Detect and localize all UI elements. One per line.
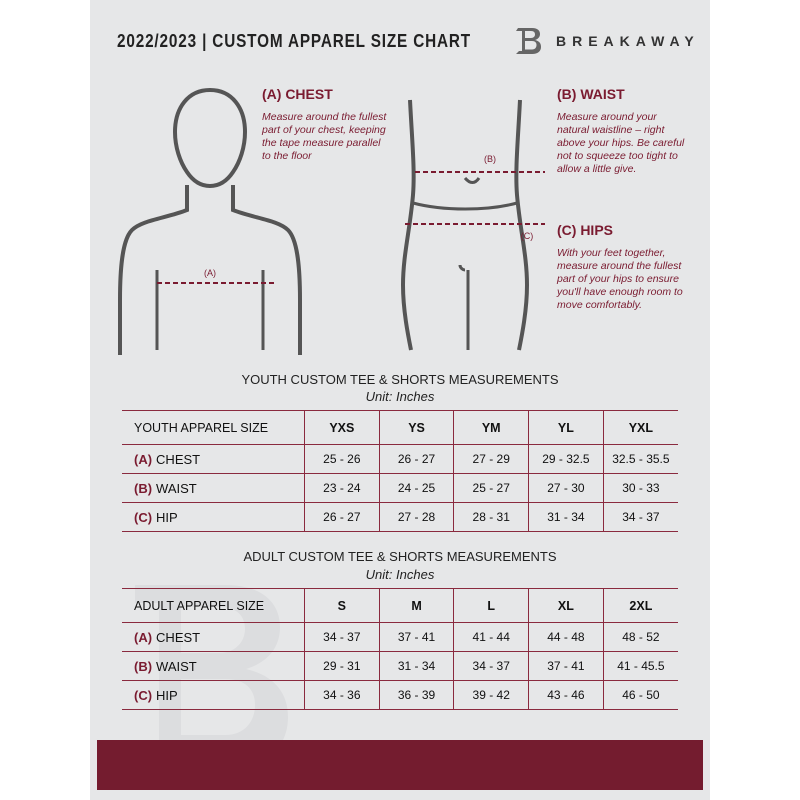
measurement-name: HIP (156, 687, 178, 703)
table-row: (B) WAIST 29 - 31 31 - 34 34 - 37 37 - 41 41 -… (122, 651, 678, 681)
measurement-value: 28 - 31 (453, 502, 529, 532)
measurement-value: 25 - 27 (453, 473, 529, 503)
size-column-header: S (304, 588, 380, 623)
measurement-tag: (A) (134, 629, 153, 645)
measurement-value: 37 - 41 (528, 651, 604, 681)
chest-description: Measure around the fullest part of your … (262, 111, 387, 162)
measurement-label: (B) WAIST (122, 473, 305, 503)
youth-table-title: YOUTH CUSTOM TEE & SHORTS MEASUREMENTS (241, 372, 559, 387)
measurement-value: 43 - 46 (528, 680, 604, 710)
measurement-label: (C) HIP (122, 502, 305, 532)
measurement-tag: (A) (134, 451, 153, 467)
measurement-name: CHEST (156, 629, 201, 645)
size-column-header: YXS (304, 410, 380, 445)
measurement-value: 27 - 28 (378, 502, 454, 532)
chest-figure-illustration: (A) (118, 87, 302, 355)
table-row: (A) CHEST 34 - 37 37 - 41 41 - 44 44 - 48 48 -… (122, 622, 678, 652)
measurement-value: 41 - 44 (453, 622, 529, 652)
measurement-tag: (B) (134, 658, 153, 674)
table-row: (C) HIP 34 - 36 36 - 39 39 - 42 43 - 46 46 - 5… (122, 680, 678, 710)
measurement-name: HIP (156, 509, 178, 525)
size-column-header: M (378, 588, 454, 623)
measurement-value: 48 - 52 (602, 622, 678, 652)
page-title: 2022/2023 | CUSTOM APPAREL SIZE CHART (117, 31, 472, 51)
measurement-value: 29 - 32.5 (528, 444, 604, 474)
chest-marker-label: (A) (204, 268, 216, 278)
measurement-value: 34 - 36 (304, 680, 380, 710)
measurement-label: (B) WAIST (122, 651, 305, 681)
measurement-value: 39 - 42 (453, 680, 529, 710)
size-column-header: L (453, 588, 529, 623)
measurement-value: 31 - 34 (378, 651, 454, 681)
measurement-value: 26 - 27 (378, 444, 454, 474)
adult-size-table: ADULT APPAREL SIZE S M L XL 2XL (A) CHEST 34 - 3… (122, 588, 678, 710)
brand-name: BREAKAWAY (556, 33, 700, 49)
measurement-value: 26 - 27 (304, 502, 380, 532)
size-header: YOUTH APPAREL SIZE (122, 410, 305, 445)
size-column-header: YM (453, 410, 529, 445)
measurement-value: 34 - 37 (602, 502, 678, 532)
measurement-tag: (C) (134, 687, 153, 703)
measurement-value: 34 - 37 (453, 651, 529, 681)
size-column-header: YXL (602, 410, 678, 445)
measurement-label: (A) CHEST (122, 444, 305, 474)
table-header-row: ADULT APPAREL SIZE S M L XL 2XL (122, 588, 678, 623)
measurement-value: 25 - 26 (304, 444, 380, 474)
measurement-label: (A) CHEST (122, 622, 305, 652)
size-column-header: 2XL (602, 588, 678, 623)
measurement-value: 44 - 48 (528, 622, 604, 652)
footer-band (97, 740, 703, 790)
adult-table-title: ADULT CUSTOM TEE & SHORTS MEASUREMENTS (243, 549, 557, 564)
hips-heading: (C) HIPS (557, 222, 613, 238)
measurement-value: 27 - 30 (528, 473, 604, 503)
measurement-name: CHEST (156, 451, 201, 467)
measurement-tag: (C) (134, 509, 153, 525)
size-column-header: XL (528, 588, 604, 623)
size-column-header: YL (528, 410, 604, 445)
measurement-value: 30 - 33 (602, 473, 678, 503)
measurement-value: 24 - 25 (378, 473, 454, 503)
table-header-row: YOUTH APPAREL SIZE YXS YS YM YL YXL (122, 410, 678, 445)
waist-heading: (B) WAIST (557, 86, 625, 102)
size-column-header: YS (378, 410, 454, 445)
chest-heading: (A) CHEST (262, 86, 333, 102)
table-row: (A) CHEST 25 - 26 26 - 27 27 - 29 29 - 32.5 32… (122, 444, 678, 474)
breakaway-logo-icon (516, 28, 541, 54)
adult-table-unit: Unit: Inches (365, 567, 435, 582)
measurement-value: 34 - 37 (304, 622, 380, 652)
measurement-name: WAIST (156, 658, 197, 674)
measurement-value: 32.5 - 35.5 (602, 444, 678, 474)
waist-description: Measure around your natural waistline – … (557, 111, 685, 175)
size-header: ADULT APPAREL SIZE (122, 588, 305, 623)
measurement-value: 36 - 39 (378, 680, 454, 710)
waist-marker-label: (B) (484, 154, 496, 164)
hips-marker-label: (C) (521, 231, 534, 241)
measurement-label: (C) HIP (122, 680, 305, 710)
hips-description: With your feet together, measure around … (557, 247, 683, 311)
youth-size-table: YOUTH APPAREL SIZE YXS YS YM YL YXL (A) CHEST 25… (122, 410, 678, 532)
measurement-value: 31 - 34 (528, 502, 604, 532)
measurement-name: WAIST (156, 480, 197, 496)
waist-hips-figure-illustration: (B) (C) (400, 99, 545, 351)
measurement-value: 37 - 41 (378, 622, 454, 652)
table-row: (B) WAIST 23 - 24 24 - 25 25 - 27 27 - 30 30 -… (122, 473, 678, 503)
table-row: (C) HIP 26 - 27 27 - 28 28 - 31 31 - 34 34 - 3… (122, 502, 678, 532)
measurement-value: 46 - 50 (602, 680, 678, 710)
measurement-value: 29 - 31 (304, 651, 380, 681)
measurement-tag: (B) (134, 480, 153, 496)
youth-table-unit: Unit: Inches (365, 389, 435, 404)
measurement-value: 23 - 24 (304, 473, 380, 503)
measurement-value: 27 - 29 (453, 444, 529, 474)
measurement-value: 41 - 45.5 (602, 651, 678, 681)
